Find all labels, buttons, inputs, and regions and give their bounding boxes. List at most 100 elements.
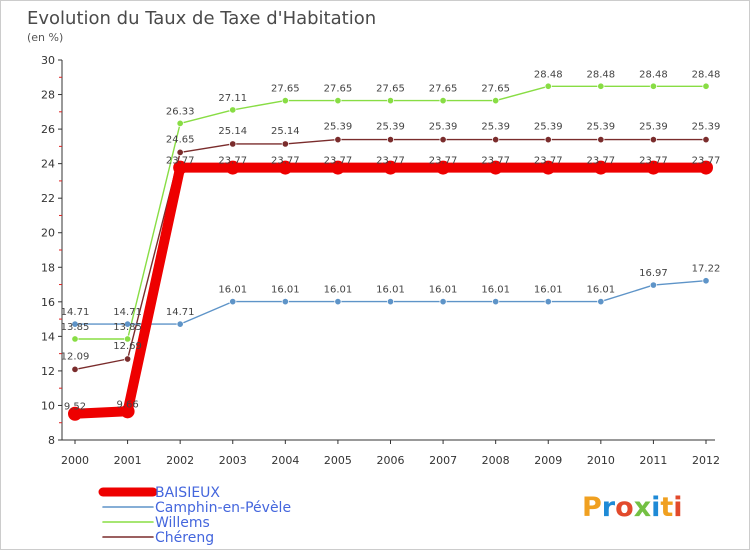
data-label: 25.39 [376,122,405,133]
y-tick-label: 20 [41,227,55,240]
data-label: 27.65 [481,84,510,95]
y-tick-label: 26 [41,123,55,136]
data-point [492,97,500,105]
x-tick-label: 2005 [324,454,352,467]
data-label: 16.01 [271,285,300,296]
y-tick-label: 14 [41,330,55,343]
data-point [541,160,556,175]
y-tick-label: 16 [41,296,55,309]
x-tick-label: 2000 [61,454,89,467]
data-label: 13.85 [113,322,142,333]
y-tick-label: 22 [41,192,55,205]
data-label: 25.14 [271,126,300,137]
chart-subtitle: (en %) [27,31,63,44]
x-tick-label: 2004 [271,454,299,467]
data-label: 23.77 [324,156,353,167]
data-point [330,160,345,175]
data-point [646,160,661,175]
data-label: 16.01 [218,285,247,296]
data-point [386,298,395,306]
data-label: 23.77 [376,156,405,167]
data-point [281,140,289,148]
y-tick-label: 28 [41,89,55,102]
data-point [334,136,342,144]
data-point [488,160,503,175]
data-label: 25.39 [639,122,668,133]
data-label: 23.77 [534,156,563,167]
data-point [383,160,398,175]
x-tick-label: 2010 [587,454,615,467]
x-tick-label: 2008 [482,454,510,467]
data-label: 23.77 [639,156,668,167]
data-label: 27.65 [429,84,458,95]
x-tick-label: 2001 [114,454,142,467]
data-point [281,97,289,105]
data-label: 23.77 [481,156,510,167]
y-tick-label: 24 [41,158,55,171]
data-label: 25.14 [218,126,247,137]
data-label: 16.97 [639,268,668,279]
data-point [71,320,79,328]
data-point [71,335,79,343]
series-lines [68,82,713,421]
x-tick-label: 2006 [377,454,405,467]
data-label: 16.01 [587,285,616,296]
data-label: 12.69 [113,341,142,352]
data-point [544,136,552,144]
data-point [702,136,710,144]
data-point [173,160,188,175]
x-tick-label: 2007 [429,454,457,467]
data-label: 28.48 [534,69,563,80]
data-point [544,82,552,90]
data-label: 27.65 [376,84,405,95]
data-point [439,97,447,105]
data-point [176,148,184,156]
data-point [120,404,135,419]
data-label: 25.39 [534,122,563,133]
data-point [702,277,710,285]
data-point [699,160,713,175]
data-label: 25.39 [429,122,458,133]
data-label: 25.39 [587,122,616,133]
data-label: 25.39 [692,122,721,133]
data-label: 25.39 [481,122,510,133]
data-label: 23.77 [587,156,616,167]
data-label: 14.71 [61,307,90,318]
x-tick-label: 2003 [219,454,247,467]
data-label: 14.71 [113,307,142,318]
data-label: 27.65 [324,84,353,95]
data-point [649,136,657,144]
data-point [386,97,395,105]
logo-wordmark: Proxiti [582,492,683,523]
y-tick-label: 30 [41,54,55,67]
data-label: 23.77 [429,156,458,167]
data-point [229,298,237,306]
x-tick-label: 2002 [166,454,194,467]
data-point [386,136,395,144]
data-label: 16.01 [376,285,405,296]
data-label: 25.39 [324,122,353,133]
data-label: 28.48 [692,69,721,80]
data-label: 23.77 [692,156,721,167]
data-point [71,365,79,373]
data-point [597,82,605,90]
data-label: 9.52 [64,402,86,413]
data-point [124,355,132,363]
data-point [176,119,184,127]
proxiti-logo: Proxiti [582,492,683,523]
legend-label: Willems [155,515,210,531]
axes: 8 10 12 14 16 18 20 22 24 26 28 30 2000 2001 2002 2003 2… [41,54,720,467]
data-point [544,298,552,306]
legend-label: Camphin-en-Pévèle [155,500,291,516]
data-point [281,298,289,306]
x-tick-label: 2011 [639,454,667,467]
data-label: 16.01 [429,285,458,296]
chart-title: Evolution du Taux de Taxe d'Habitation [27,8,376,29]
x-tick-label: 2009 [534,454,562,467]
data-label: 16.01 [534,285,563,296]
data-label: 14.71 [166,307,195,318]
